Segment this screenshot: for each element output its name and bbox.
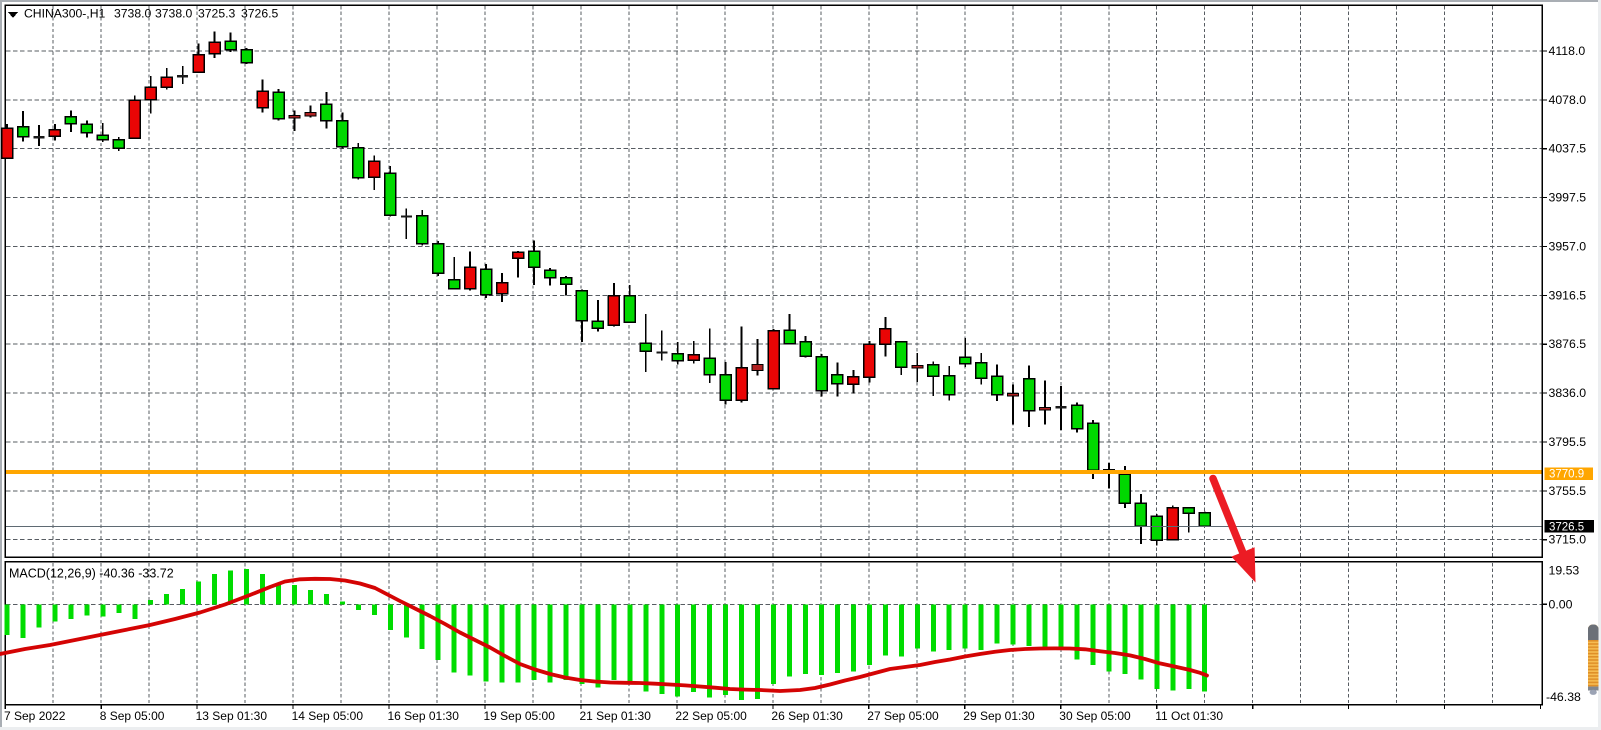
svg-text:MACD(12,26,9) -40.36 -33.72: MACD(12,26,9) -40.36 -33.72 — [9, 566, 174, 580]
svg-text:3725.3: 3725.3 — [198, 7, 235, 21]
svg-text:4118.0: 4118.0 — [1549, 44, 1586, 58]
svg-text:26 Sep 01:30: 26 Sep 01:30 — [771, 709, 843, 723]
svg-text:3726.5: 3726.5 — [1549, 521, 1584, 533]
svg-text:4078.0: 4078.0 — [1549, 93, 1587, 107]
svg-text:8 Sep 05:00: 8 Sep 05:00 — [100, 709, 165, 723]
svg-text:19 Sep 05:00: 19 Sep 05:00 — [484, 709, 556, 723]
svg-text:0.00: 0.00 — [1549, 597, 1573, 611]
svg-text:29 Sep 01:30: 29 Sep 01:30 — [963, 709, 1035, 723]
svg-text:19.53: 19.53 — [1549, 564, 1580, 578]
svg-text:13 Sep 01:30: 13 Sep 01:30 — [196, 709, 268, 723]
svg-text:3755.5: 3755.5 — [1549, 484, 1587, 498]
svg-text:3957.0: 3957.0 — [1549, 240, 1587, 254]
svg-text:3795.5: 3795.5 — [1549, 435, 1587, 449]
svg-text:3738.0: 3738.0 — [155, 7, 192, 21]
svg-text:CHINA300-,H1: CHINA300-,H1 — [24, 7, 105, 21]
svg-text:3916.5: 3916.5 — [1549, 288, 1587, 302]
svg-text:7 Sep 2022: 7 Sep 2022 — [4, 709, 66, 723]
svg-text:-46.38: -46.38 — [1546, 690, 1581, 704]
svg-text:22 Sep 05:00: 22 Sep 05:00 — [675, 709, 747, 723]
svg-text:21 Sep 01:30: 21 Sep 01:30 — [580, 709, 652, 723]
svg-text:27 Sep 05:00: 27 Sep 05:00 — [867, 709, 939, 723]
svg-text:3726.5: 3726.5 — [241, 7, 278, 21]
svg-text:3715.0: 3715.0 — [1549, 533, 1587, 547]
svg-text:3997.5: 3997.5 — [1549, 191, 1587, 205]
svg-text:11 Oct 01:30: 11 Oct 01:30 — [1155, 709, 1223, 723]
svg-text:4037.5: 4037.5 — [1549, 142, 1587, 156]
svg-text:3770.9: 3770.9 — [1549, 469, 1584, 481]
svg-text:3876.5: 3876.5 — [1549, 337, 1587, 351]
svg-text:14 Sep 05:00: 14 Sep 05:00 — [292, 709, 364, 723]
svg-text:16 Sep 01:30: 16 Sep 01:30 — [388, 709, 460, 723]
svg-text:3836.0: 3836.0 — [1549, 386, 1587, 400]
svg-text:3738.0: 3738.0 — [114, 7, 151, 21]
svg-text:30 Sep 05:00: 30 Sep 05:00 — [1059, 709, 1131, 723]
